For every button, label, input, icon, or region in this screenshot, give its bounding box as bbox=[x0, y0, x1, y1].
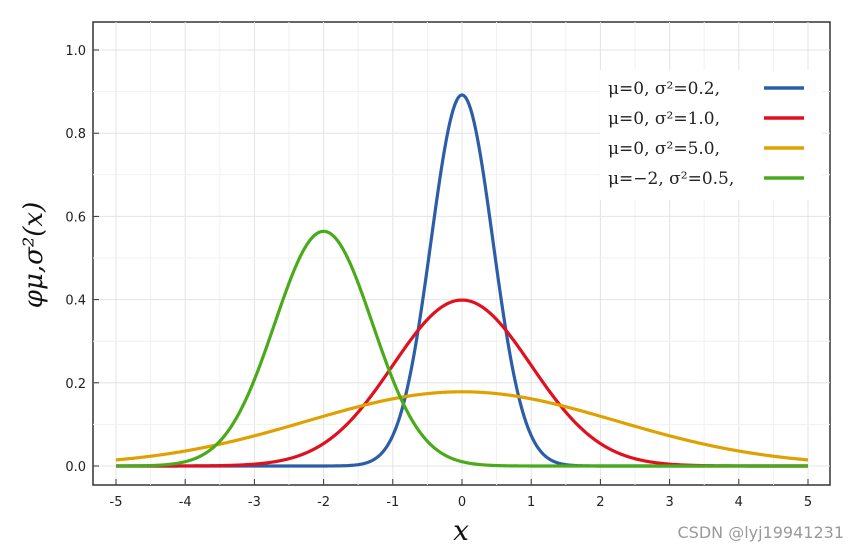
y-tick-label: 0.2 bbox=[65, 377, 86, 392]
x-tick-label: -3 bbox=[248, 495, 261, 510]
legend-label: μ=0, σ²=1.0, bbox=[608, 109, 720, 129]
y-tick-label: 0.6 bbox=[65, 210, 86, 225]
y-axis-title: φμ,σ²(x) bbox=[19, 202, 49, 309]
watermark: CSDN @lyj19941231 bbox=[677, 523, 845, 542]
x-tick-label: -5 bbox=[110, 495, 123, 510]
x-axis-title: x bbox=[453, 514, 469, 547]
legend-label: μ=0, σ²=0.2, bbox=[608, 79, 720, 99]
series-lines bbox=[115, 93, 809, 468]
x-tick-label: 2 bbox=[596, 495, 604, 510]
y-tick-label: 0.0 bbox=[65, 460, 86, 475]
y-tick-label: 1.0 bbox=[65, 44, 86, 59]
legend-label: μ=−2, σ²=0.5, bbox=[608, 169, 734, 189]
legend: μ=0, σ²=0.2, μ=0, σ²=1.0, μ=0, σ²=5.0, μ=−2… bbox=[600, 70, 822, 200]
x-tick-label: -2 bbox=[317, 495, 330, 510]
x-tick-label: 4 bbox=[735, 495, 743, 510]
x-tick-label: 0 bbox=[458, 495, 466, 510]
x-tick-label: -4 bbox=[179, 495, 192, 510]
x-tick-label: 1 bbox=[527, 495, 535, 510]
legend-label: μ=0, σ²=5.0, bbox=[608, 139, 720, 159]
x-tick-label: 3 bbox=[665, 495, 673, 510]
x-tick-label: 5 bbox=[804, 495, 812, 510]
series-line-4 bbox=[116, 229, 808, 468]
axis-ticks: -5 -4 -3 -2 -1 0 1 2 3 4 5 0.0 0.2 0.4 0.6 0.8 1.0 bbox=[65, 44, 812, 510]
series-line-3 bbox=[115, 390, 809, 462]
y-tick-label: 0.8 bbox=[65, 127, 86, 142]
x-tick-label: -1 bbox=[386, 495, 399, 510]
y-tick-label: 0.4 bbox=[65, 294, 86, 309]
